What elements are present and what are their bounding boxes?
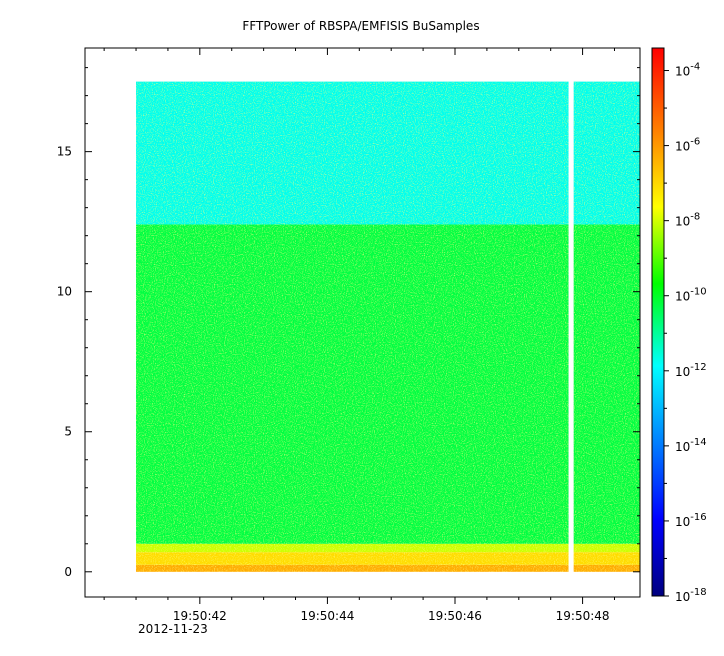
colorbar-tick-label: 10-6 (675, 137, 700, 154)
y-axis: 0 5 10 15 (57, 67, 640, 579)
y-tick-label: 10 (57, 285, 72, 299)
x-tick-label: 19:50:44 (300, 609, 354, 623)
colorbar-tick-label: 10-10 (675, 287, 707, 304)
colorbar (651, 47, 665, 597)
colorbar-axis: 10-4 10-6 10-8 10-10 10-12 10-14 10-16 10-18 (664, 62, 707, 604)
y-tick-label: 0 (64, 565, 72, 579)
plot-area (136, 80, 640, 573)
x-tick-label: 19:50:46 (428, 609, 482, 623)
colorbar-tick-label: 10-16 (675, 512, 707, 529)
chart-title: FFTPower of RBSPA/EMFISIS BuSamples (242, 19, 479, 33)
colorbar-tick-label: 10-18 (675, 587, 707, 604)
noise-speckle-overlay (136, 81, 640, 572)
x-tick-sublabel: 2012-11-23 (138, 622, 208, 636)
colorbar-tick-label: 10-8 (675, 212, 700, 229)
colorbar-tick-label: 10-12 (675, 362, 707, 379)
plot-frame (84, 47, 641, 598)
y-tick-label: 5 (64, 425, 72, 439)
y-tick-label: 15 (57, 145, 72, 159)
x-tick-label: 19:50:48 (556, 609, 610, 623)
data-gap (568, 80, 574, 573)
x-axis: 19:50:42 19:50:44 19:50:46 19:50:48 (103, 48, 615, 623)
x-tick-label: 19:50:42 (173, 609, 227, 623)
colorbar-tick-label: 10-14 (675, 437, 707, 454)
colorbar-tick-label: 10-4 (675, 62, 700, 79)
